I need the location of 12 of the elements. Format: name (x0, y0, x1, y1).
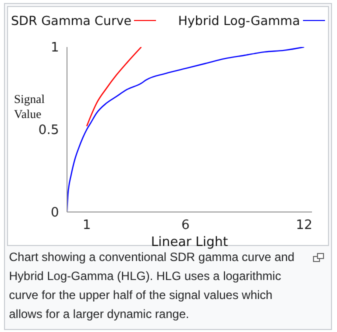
legend-label: Hybrid Log-Gamma (178, 13, 300, 28)
x-tick-label: 12 (296, 218, 312, 234)
text: Chart showing a conventional SDR gamma curve and Hybrid Log-Gamma (HLG). HLG uses a logarithmic curve for the upper half of the signal values which allows for a larger dynamic range. (9, 249, 296, 323)
y-tick-label: 1 (50, 40, 59, 56)
x-tick-label: 6 (181, 218, 190, 234)
x-tick-label: 1 (82, 218, 91, 234)
y-tick-label: 0 (50, 206, 59, 221)
y-axis-title: Signal Value (14, 92, 46, 122)
x-axis-title: Linear Light (151, 235, 228, 250)
legend-label: SDR Gamma Curve (11, 13, 132, 28)
y-tick-label: 0.5 (38, 123, 59, 138)
line-series (86, 47, 142, 127)
